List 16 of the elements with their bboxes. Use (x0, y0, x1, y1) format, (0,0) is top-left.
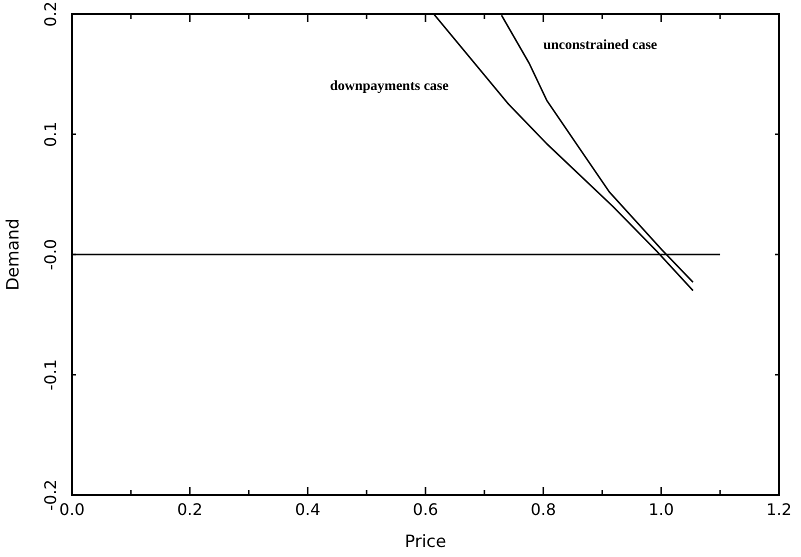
x-tick-label: 1.2 (766, 500, 792, 520)
text: downpayments case (330, 78, 449, 94)
x-tick-label: 0.8 (530, 500, 556, 520)
x-tick-label: 0.2 (177, 500, 203, 520)
y-tick-label: -0.2 (41, 479, 60, 511)
x-tick-label: 0.6 (412, 500, 438, 520)
x-tick-label: 0.4 (294, 500, 320, 520)
y-tick-label: -0.0 (41, 238, 60, 270)
y-axis-title: Demand (4, 218, 24, 291)
x-tick-label: 1.0 (648, 500, 674, 520)
x-axis-title: Price (404, 532, 446, 552)
legend-label: unconstrained case (543, 38, 658, 53)
x-tick-label: 0.0 (59, 500, 85, 520)
y-tick-label: 0.1 (41, 122, 60, 147)
y-tick-label: -0.1 (41, 359, 60, 390)
y-tick-label: 0.2 (41, 1, 60, 27)
